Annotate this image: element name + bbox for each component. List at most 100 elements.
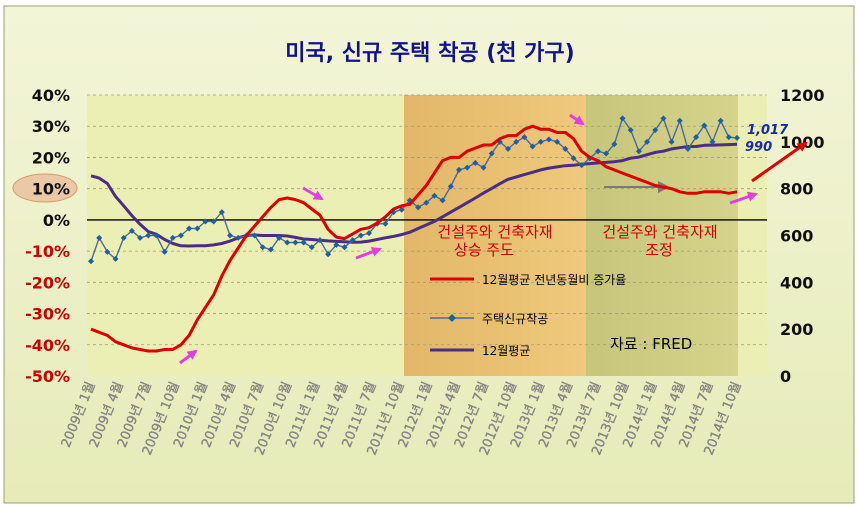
left-tick-label: -40% [25, 336, 70, 355]
housing-starts-point [570, 155, 577, 162]
annotation-adjust-line1: 건설주와 건축자재 [602, 223, 717, 241]
housing-starts-point [194, 225, 201, 232]
housing-starts-point [725, 134, 732, 141]
housing-starts-point [709, 138, 716, 145]
housing-starts-point [513, 138, 520, 145]
housing-starts-point [488, 150, 495, 157]
housing-starts-point [684, 145, 691, 152]
housing-starts-point [145, 232, 152, 239]
pink-arrow-1 [179, 349, 198, 365]
chart-title: 미국, 신규 주택 착공 (천 가구) [285, 41, 574, 66]
housing-starts-point [717, 117, 724, 124]
housing-starts-point [472, 159, 479, 166]
left-axis-labels: 40% 30% 20% 10% 0% -10% -20% -30% -40% -50% [25, 86, 70, 386]
housing-starts-point [668, 138, 675, 145]
annotation-adjust-line2: 조정 [645, 241, 673, 259]
housing-starts-point [545, 136, 552, 143]
housing-starts-point [308, 244, 315, 251]
housing-starts-point [227, 232, 234, 239]
left-tick-label: -20% [25, 273, 70, 292]
legend-label-starts: 주택신규착공 [482, 312, 548, 326]
legend-marker-starts [448, 314, 456, 322]
housing-starts-point [235, 234, 242, 241]
housing-starts-point [153, 232, 160, 239]
housing-starts-point [137, 234, 144, 241]
housing-starts-point [660, 115, 667, 122]
housing-starts-point [300, 239, 307, 246]
housing-starts-point [218, 209, 225, 216]
housing-starts-point [423, 199, 430, 206]
housing-starts-point [554, 138, 561, 145]
housing-starts-point [251, 232, 258, 239]
housing-starts-point [521, 134, 528, 141]
end-value-main: 1,017 [747, 123, 789, 138]
left-tick-label: 40% [32, 86, 70, 105]
series-growth-rate-line [90, 124, 738, 353]
housing-starts-point [88, 258, 94, 265]
housing-starts-point [652, 127, 659, 134]
housing-starts-point [537, 138, 544, 145]
housing-starts-point [529, 143, 536, 150]
housing-starts-point [366, 230, 373, 237]
housing-starts-point [202, 218, 209, 225]
housing-starts-point [177, 232, 184, 239]
housing-starts-point [128, 227, 135, 234]
housing-starts-point [734, 134, 740, 141]
right-tick-label: 400 [780, 273, 813, 292]
housing-starts-point [439, 197, 446, 204]
housing-starts-point [644, 138, 651, 145]
left-tick-label: -50% [25, 367, 70, 386]
highlight-ellipse [12, 173, 78, 203]
series-12m-average-line [90, 142, 738, 248]
series-lines [88, 115, 740, 353]
housing-starts-point [325, 251, 332, 258]
housing-starts-point [676, 117, 683, 124]
housing-starts-point [104, 248, 111, 255]
housing-starts-point [693, 134, 700, 141]
housing-starts-point [267, 246, 274, 253]
housing-starts-point [169, 234, 176, 241]
housing-starts-point [292, 239, 299, 246]
housing-starts-point [447, 183, 454, 190]
left-tick-label: 30% [32, 117, 70, 136]
housing-starts-point [562, 145, 569, 152]
housing-starts-point [357, 232, 364, 239]
housing-starts-point [415, 204, 422, 211]
housing-starts-point [455, 166, 462, 173]
housing-starts-point [619, 115, 626, 122]
housing-starts-point [431, 192, 438, 199]
right-tick-label: 800 [780, 180, 813, 199]
pink-arrow-4 [569, 113, 585, 126]
source-label: 자료 : FRED [610, 335, 692, 353]
right-tick-label: 600 [780, 227, 813, 246]
legend-label-growth: 12월평균 전년동월비 증가율 [482, 273, 626, 287]
annotation-rise-line2: 상승 주도 [454, 241, 514, 259]
housing-starts-point [480, 164, 487, 171]
housing-starts-point [398, 206, 405, 213]
housing-starts-point [505, 145, 512, 152]
pink-arrow-2 [302, 186, 324, 201]
housing-starts-point [382, 220, 389, 227]
housing-starts-point [284, 239, 291, 246]
housing-starts-point [316, 237, 323, 244]
housing-starts-point [210, 218, 217, 225]
housing-starts-point [276, 234, 283, 241]
housing-starts-point [120, 234, 127, 241]
housing-starts-point [96, 234, 103, 241]
housing-starts-point [611, 141, 618, 148]
red-arrow [751, 141, 808, 183]
left-tick-label: 0% [43, 211, 70, 230]
right-tick-label: 200 [780, 320, 813, 339]
right-tick-label: 0 [780, 367, 791, 386]
housing-starts-point [349, 237, 356, 244]
housing-starts-point [333, 241, 340, 248]
housing-starts-point [161, 248, 168, 255]
housing-starts-point [259, 244, 266, 251]
legend-label-average: 12월평균 [482, 344, 530, 358]
annotation-rise-line1: 건설주와 건축자재 [437, 223, 552, 241]
housing-starts-point [603, 150, 610, 157]
housing-starts-point [635, 148, 642, 155]
housing-starts-point [186, 225, 193, 232]
